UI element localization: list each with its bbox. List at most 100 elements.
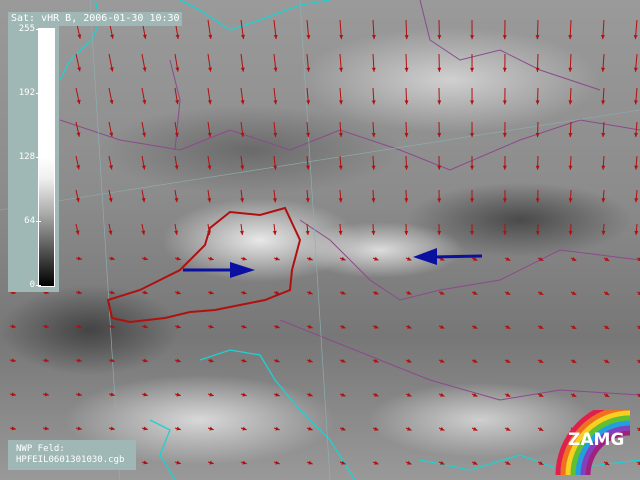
wind-arrow: [207, 53, 213, 72]
wind-arrow: [306, 290, 313, 295]
wind-arrow: [174, 392, 181, 397]
wind-arrow: [240, 460, 247, 465]
arrow-left-icon: [413, 248, 483, 265]
wind-arrow: [207, 358, 214, 363]
wind-arrow: [471, 325, 478, 329]
wind-arrow: [306, 426, 313, 431]
wind-arrow: [405, 324, 412, 329]
wind-arrow: [371, 189, 376, 203]
wind-arrow: [75, 324, 82, 329]
wind-arrow: [570, 257, 577, 262]
wind-arrow: [437, 189, 442, 203]
wind-arrow: [570, 359, 577, 364]
wind-arrow: [174, 324, 181, 329]
wind-arrow: [338, 223, 343, 236]
arrow-right-icon: [183, 262, 255, 278]
wind-arrow: [141, 426, 148, 431]
wind-arrow: [405, 392, 412, 397]
wind-arrow: [504, 461, 511, 466]
wind-arrow: [535, 87, 540, 105]
wind-arrow: [504, 359, 511, 364]
coastline-adriatic: [199, 349, 356, 480]
wind-arrow: [404, 121, 409, 138]
wind-arrow: [141, 53, 147, 72]
wind-arrow: [570, 325, 577, 330]
wind-arrow: [634, 223, 639, 236]
wind-arrow: [535, 189, 540, 203]
wind-arrow: [603, 291, 610, 296]
wind-arrow: [568, 223, 573, 236]
wind-arrow: [108, 392, 115, 397]
wind-arrow: [75, 256, 82, 261]
wind-arrow: [470, 87, 475, 105]
wind-arrow: [240, 290, 247, 295]
wind-arrow: [603, 359, 610, 364]
wind-arrow: [339, 256, 346, 261]
wind-arrow: [338, 121, 343, 138]
wind-arrow: [108, 189, 113, 203]
coastlines: [59, 0, 640, 480]
wind-arrow: [405, 358, 412, 363]
wind-arrow: [535, 19, 540, 40]
wind-arrow: [372, 324, 379, 329]
wind-arrow: [371, 121, 376, 138]
border-line: [59, 119, 640, 171]
wind-arrow: [471, 393, 478, 397]
wind-arrow: [634, 155, 639, 170]
zamg-rainbow-logo: [555, 410, 631, 475]
wind-arrow: [634, 189, 639, 203]
wind-arrow: [633, 53, 638, 72]
wind-arrow: [601, 121, 606, 138]
wind-arrow: [306, 256, 313, 261]
wind-arrow: [108, 426, 115, 431]
wind-arrow: [75, 87, 81, 105]
wind-arrow: [273, 426, 280, 431]
wind-arrow: [174, 121, 179, 137]
border-line: [279, 319, 640, 401]
wind-arrow: [240, 121, 245, 138]
colorbar-tick: 255: [18, 24, 42, 34]
wind-arrow: [75, 223, 80, 235]
wind-arrow: [273, 53, 278, 72]
wind-arrow: [438, 426, 445, 431]
wind-arrow: [273, 87, 278, 105]
wind-arrow: [633, 87, 638, 105]
wind-arrow: [42, 324, 49, 329]
wind-arrow: [305, 189, 310, 203]
colorbar: 255 192 128 64 0: [8, 24, 59, 292]
wind-arrow: [339, 19, 344, 40]
wind-arrow: [405, 460, 412, 465]
wind-arrow: [371, 53, 376, 72]
wind-arrow: [240, 87, 245, 105]
wind-arrow: [470, 53, 475, 72]
wind-arrow: [42, 392, 49, 397]
wind-arrow: [339, 53, 344, 72]
wind-arrow: [372, 460, 379, 465]
wind-arrow: [108, 53, 114, 72]
wind-arrow: [502, 223, 507, 236]
wind-arrow: [438, 290, 445, 295]
wind-arrow: [405, 256, 412, 261]
wind-arrow: [273, 19, 278, 40]
wind-arrow: [471, 257, 478, 261]
wind-arrow: [174, 426, 181, 431]
wind-arrow: [600, 19, 605, 40]
wind-arrow: [372, 256, 379, 261]
wind-arrow: [240, 189, 245, 203]
wind-arrow: [240, 324, 247, 329]
wind-arrow: [273, 358, 280, 363]
wind-arrow: [404, 53, 409, 72]
wind-arrow: [306, 324, 313, 329]
wind-arrow: [306, 53, 311, 72]
wind-arrow: [438, 324, 445, 329]
wind-arrow: [470, 155, 475, 170]
wind-arrow: [207, 87, 212, 105]
wind-arrow: [603, 325, 610, 330]
wind-arrow: [108, 87, 114, 105]
wind-arrow: [570, 291, 577, 296]
wind-arrow: [470, 189, 475, 203]
wind-arrow: [502, 53, 507, 72]
